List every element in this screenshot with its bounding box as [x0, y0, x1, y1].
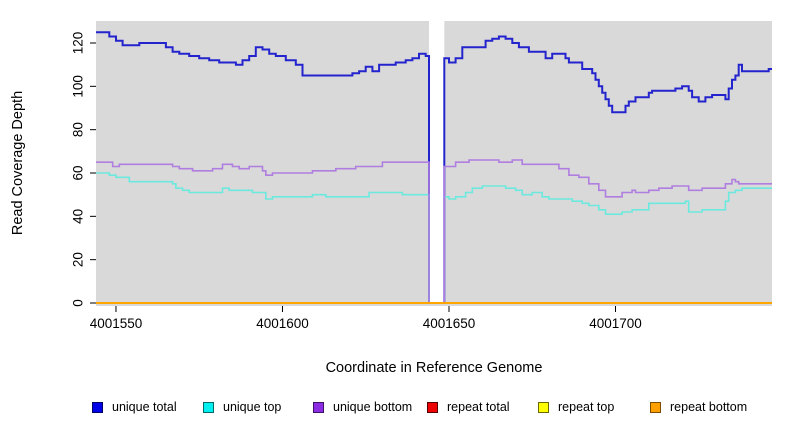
y-tick-label: 120	[71, 32, 86, 55]
legend-label-repeat-top: repeat top	[558, 400, 615, 414]
x-tick-label: 4001650	[423, 316, 476, 331]
repeat-bottom-swatch	[650, 401, 661, 413]
legend: unique total unique top unique bottom repea…	[0, 399, 792, 417]
series-unique-total	[96, 31, 772, 304]
x-tick-label: 4001600	[256, 316, 309, 331]
y-tick-label: 40	[71, 209, 86, 224]
legend-label-unique-total: unique total	[112, 400, 177, 414]
x-tick-label: 4001700	[589, 316, 642, 331]
unique-top-swatch	[203, 401, 214, 413]
repeat-top-swatch	[538, 401, 549, 413]
legend-label-unique-top: unique top	[223, 400, 282, 414]
plot-area: 4001550 4001600 4001650 4001700 0 20 40 60 80 100…	[71, 21, 772, 331]
y-tick-label: 0	[71, 299, 86, 307]
legend-item-repeat-total: repeat total	[427, 399, 510, 415]
y-tick-label: 80	[71, 122, 86, 137]
y-tick-label: 20	[71, 252, 86, 267]
unique-bottom-swatch	[313, 401, 324, 413]
repeat-total-swatch	[427, 401, 438, 413]
unique-total-swatch	[92, 401, 103, 413]
no-data-gap	[429, 21, 445, 302]
legend-label-unique-bottom: unique bottom	[333, 400, 413, 414]
legend-item-unique-top: unique top	[203, 399, 281, 415]
y-tick-label: 100	[71, 75, 86, 98]
legend-item-unique-bottom: unique bottom	[313, 399, 412, 415]
y-tick-label: 60	[71, 165, 86, 180]
y-axis-title: Read Coverage Depth	[10, 90, 26, 236]
legend-label-repeat-total: repeat total	[447, 400, 510, 414]
legend-label-repeat-bottom: repeat bottom	[670, 400, 748, 414]
x-axis-title: Coordinate in Reference Genome	[325, 360, 543, 376]
legend-item-repeat-top: repeat top	[538, 399, 614, 415]
series-unique-bottom	[96, 159, 772, 304]
x-tick-label: 4001550	[90, 316, 143, 331]
legend-item-repeat-bottom: repeat bottom	[650, 399, 747, 415]
series-unique-top	[96, 172, 772, 304]
legend-item-unique-total: unique total	[92, 399, 177, 415]
